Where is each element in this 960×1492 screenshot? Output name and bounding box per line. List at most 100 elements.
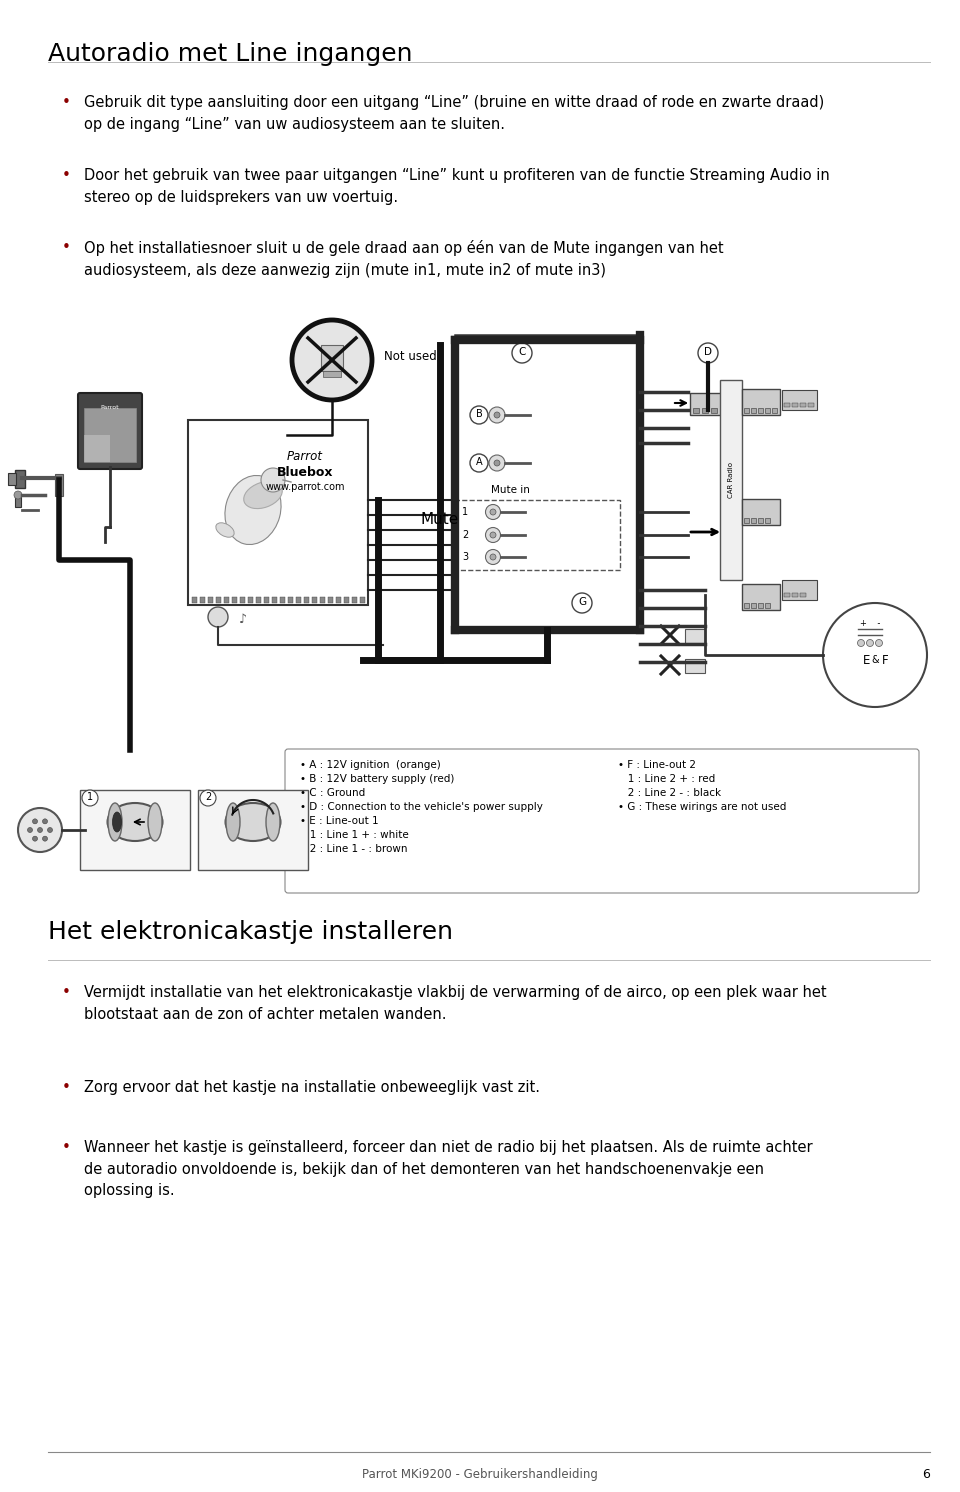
Text: Vermijdt installatie van het elektronicakastje vlakbij de verwarming of de airco: Vermijdt installatie van het elektronica… <box>84 985 827 1022</box>
Bar <box>751 518 756 524</box>
Text: • F : Line-out 2
   1 : Line 2 + : red
   2 : Line 2 - : black
• G : These wirin: • F : Line-out 2 1 : Line 2 + : red 2 : … <box>618 759 786 812</box>
Bar <box>742 389 780 415</box>
Bar <box>455 336 640 630</box>
Text: •: • <box>61 240 70 255</box>
Circle shape <box>18 809 62 852</box>
Ellipse shape <box>148 803 162 841</box>
Bar <box>288 597 293 603</box>
Bar <box>792 592 798 597</box>
Bar <box>742 498 780 525</box>
Bar <box>304 597 309 603</box>
FancyBboxPatch shape <box>285 749 919 894</box>
Ellipse shape <box>108 803 162 841</box>
Ellipse shape <box>266 803 280 841</box>
Bar <box>216 597 221 603</box>
Bar <box>360 597 365 603</box>
Circle shape <box>490 554 496 560</box>
Circle shape <box>823 603 927 707</box>
Circle shape <box>33 836 37 841</box>
Text: G: G <box>578 597 586 607</box>
Bar <box>323 372 341 377</box>
Bar <box>800 592 806 597</box>
Bar <box>459 339 636 627</box>
Text: Not used: Not used <box>384 351 437 364</box>
Text: Bluebox: Bluebox <box>276 466 333 479</box>
Text: Parrot MKi9200 - Gebruikershandleiding: Parrot MKi9200 - Gebruikershandleiding <box>362 1468 598 1482</box>
Bar <box>336 597 341 603</box>
Bar <box>15 495 21 507</box>
Text: &: & <box>871 655 878 665</box>
Circle shape <box>494 460 500 466</box>
Bar <box>758 518 763 524</box>
Bar <box>192 597 197 603</box>
Text: +    -: + - <box>860 619 880 628</box>
Circle shape <box>208 607 228 627</box>
Circle shape <box>42 836 47 841</box>
Text: 2: 2 <box>462 530 468 540</box>
Text: F: F <box>881 653 888 667</box>
Bar <box>758 407 763 413</box>
Bar <box>690 392 728 415</box>
Circle shape <box>857 640 865 646</box>
Bar <box>8 473 16 485</box>
Bar <box>720 380 742 580</box>
Bar <box>784 403 790 407</box>
Text: Mute: Mute <box>420 512 458 528</box>
Ellipse shape <box>112 812 122 833</box>
Bar <box>792 403 798 407</box>
Text: Gebruik dit type aansluiting door een uitgang “Line” (bruine en witte draad of r: Gebruik dit type aansluiting door een ui… <box>84 95 825 131</box>
Bar <box>248 597 253 603</box>
Text: 1: 1 <box>462 507 468 518</box>
Bar <box>685 659 705 673</box>
Bar <box>200 597 205 603</box>
Circle shape <box>876 640 882 646</box>
Text: Op het installatiesnoer sluit u de gele draad aan op één van de Mute ingangen va: Op het installatiesnoer sluit u de gele … <box>84 240 724 278</box>
Circle shape <box>572 592 592 613</box>
Text: www.parrot.com: www.parrot.com <box>265 482 345 492</box>
Bar <box>758 603 763 609</box>
Ellipse shape <box>225 476 281 545</box>
Circle shape <box>494 412 500 418</box>
Text: CAR Radio: CAR Radio <box>728 463 734 498</box>
Bar <box>702 407 708 413</box>
Text: Parrot: Parrot <box>101 404 119 410</box>
Text: 1: 1 <box>87 792 93 803</box>
Text: D: D <box>704 348 712 357</box>
Circle shape <box>42 819 47 824</box>
Text: Autoradio met Line ingangen: Autoradio met Line ingangen <box>48 42 413 66</box>
Circle shape <box>867 640 874 646</box>
Circle shape <box>698 343 718 363</box>
Circle shape <box>512 343 532 363</box>
Bar <box>744 603 749 609</box>
Bar <box>800 403 806 407</box>
Bar <box>772 407 777 413</box>
Text: 2: 2 <box>204 792 211 803</box>
Circle shape <box>47 828 53 833</box>
Bar <box>744 407 749 413</box>
Text: ♪: ♪ <box>239 613 247 627</box>
Circle shape <box>33 819 37 824</box>
Bar <box>296 597 301 603</box>
Circle shape <box>486 504 500 519</box>
Text: 3: 3 <box>462 552 468 562</box>
Ellipse shape <box>216 522 234 537</box>
Circle shape <box>470 406 488 424</box>
Circle shape <box>28 828 33 833</box>
Bar <box>711 407 717 413</box>
Text: 6: 6 <box>923 1468 930 1482</box>
Circle shape <box>486 549 500 564</box>
Ellipse shape <box>244 482 282 509</box>
Circle shape <box>82 789 98 806</box>
Bar <box>693 407 699 413</box>
Text: C: C <box>518 348 526 357</box>
Bar <box>751 603 756 609</box>
Bar <box>742 583 780 610</box>
Bar <box>256 597 261 603</box>
Bar <box>344 597 349 603</box>
Text: •: • <box>61 95 70 110</box>
Bar <box>782 389 817 410</box>
Bar <box>80 789 190 870</box>
Bar <box>751 407 756 413</box>
Circle shape <box>292 319 372 400</box>
Circle shape <box>261 468 285 492</box>
